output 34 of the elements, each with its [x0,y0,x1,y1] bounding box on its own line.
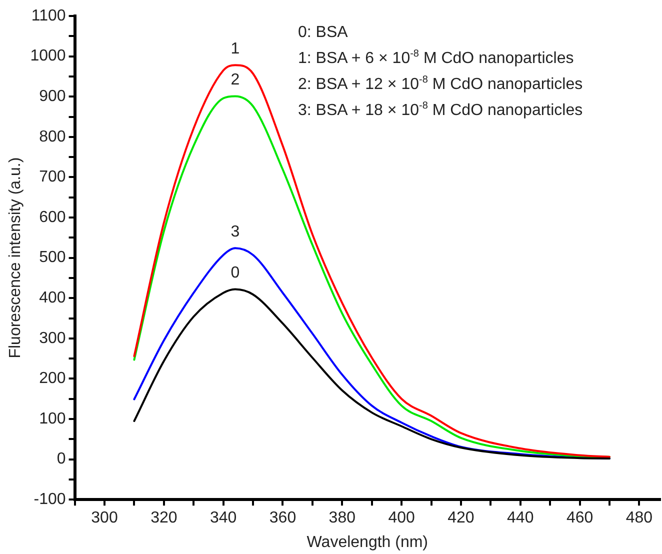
series-label: 1 [230,40,240,58]
x-tick-label: 480 [626,510,653,527]
y-axis-title: Fluorescence intensity (a.u.) [7,157,24,358]
series-label: 0 [230,264,240,282]
y-tick-label: 0 [56,450,66,468]
y-tick-label: 900 [39,88,66,106]
x-tick-label: 420 [448,510,474,527]
y-tick-label: 300 [39,330,66,347]
series-label: 3 [230,224,240,241]
y-tick-label: 1000 [30,48,66,65]
y-tick-label: -100 [34,491,66,508]
x-axis-title: Wavelength (nm) [306,534,428,551]
x-tick-label: 400 [388,510,416,527]
line-series [133,288,610,460]
annotation: 2: BSA + 12 × 10$^{-8}$ M CdO nanoparticles [298,74,583,95]
y-tick-label: 1100 [31,7,66,24]
annotation: 1: BSA + 6 × 10$^{-8}$ M CdO nanoparticles [298,48,575,69]
annotation: 0: BSA [298,23,349,43]
x-tick-label: 460 [566,510,594,527]
y-tick-label: 800 [39,128,66,146]
x-tick-label: 320 [150,510,178,527]
x-tick-label: 380 [328,510,356,527]
x-tick-label: 360 [269,510,296,527]
x-tick-label: 300 [91,510,118,527]
y-tick-label: 200 [39,370,66,388]
x-tick-label: 440 [507,510,534,527]
annotation: 3: BSA + 18 × 10$^{-8}$ M CdO nanoparticles [298,100,583,121]
y-tick-label: 600 [39,208,66,226]
x-tick-label: 340 [210,510,237,527]
series-label: 2 [230,72,240,89]
y-tick-label: 400 [39,290,66,307]
y-tick-label: 100 [39,410,66,428]
y-tick-label: 500 [39,249,66,266]
y-tick-label: 700 [39,168,66,186]
